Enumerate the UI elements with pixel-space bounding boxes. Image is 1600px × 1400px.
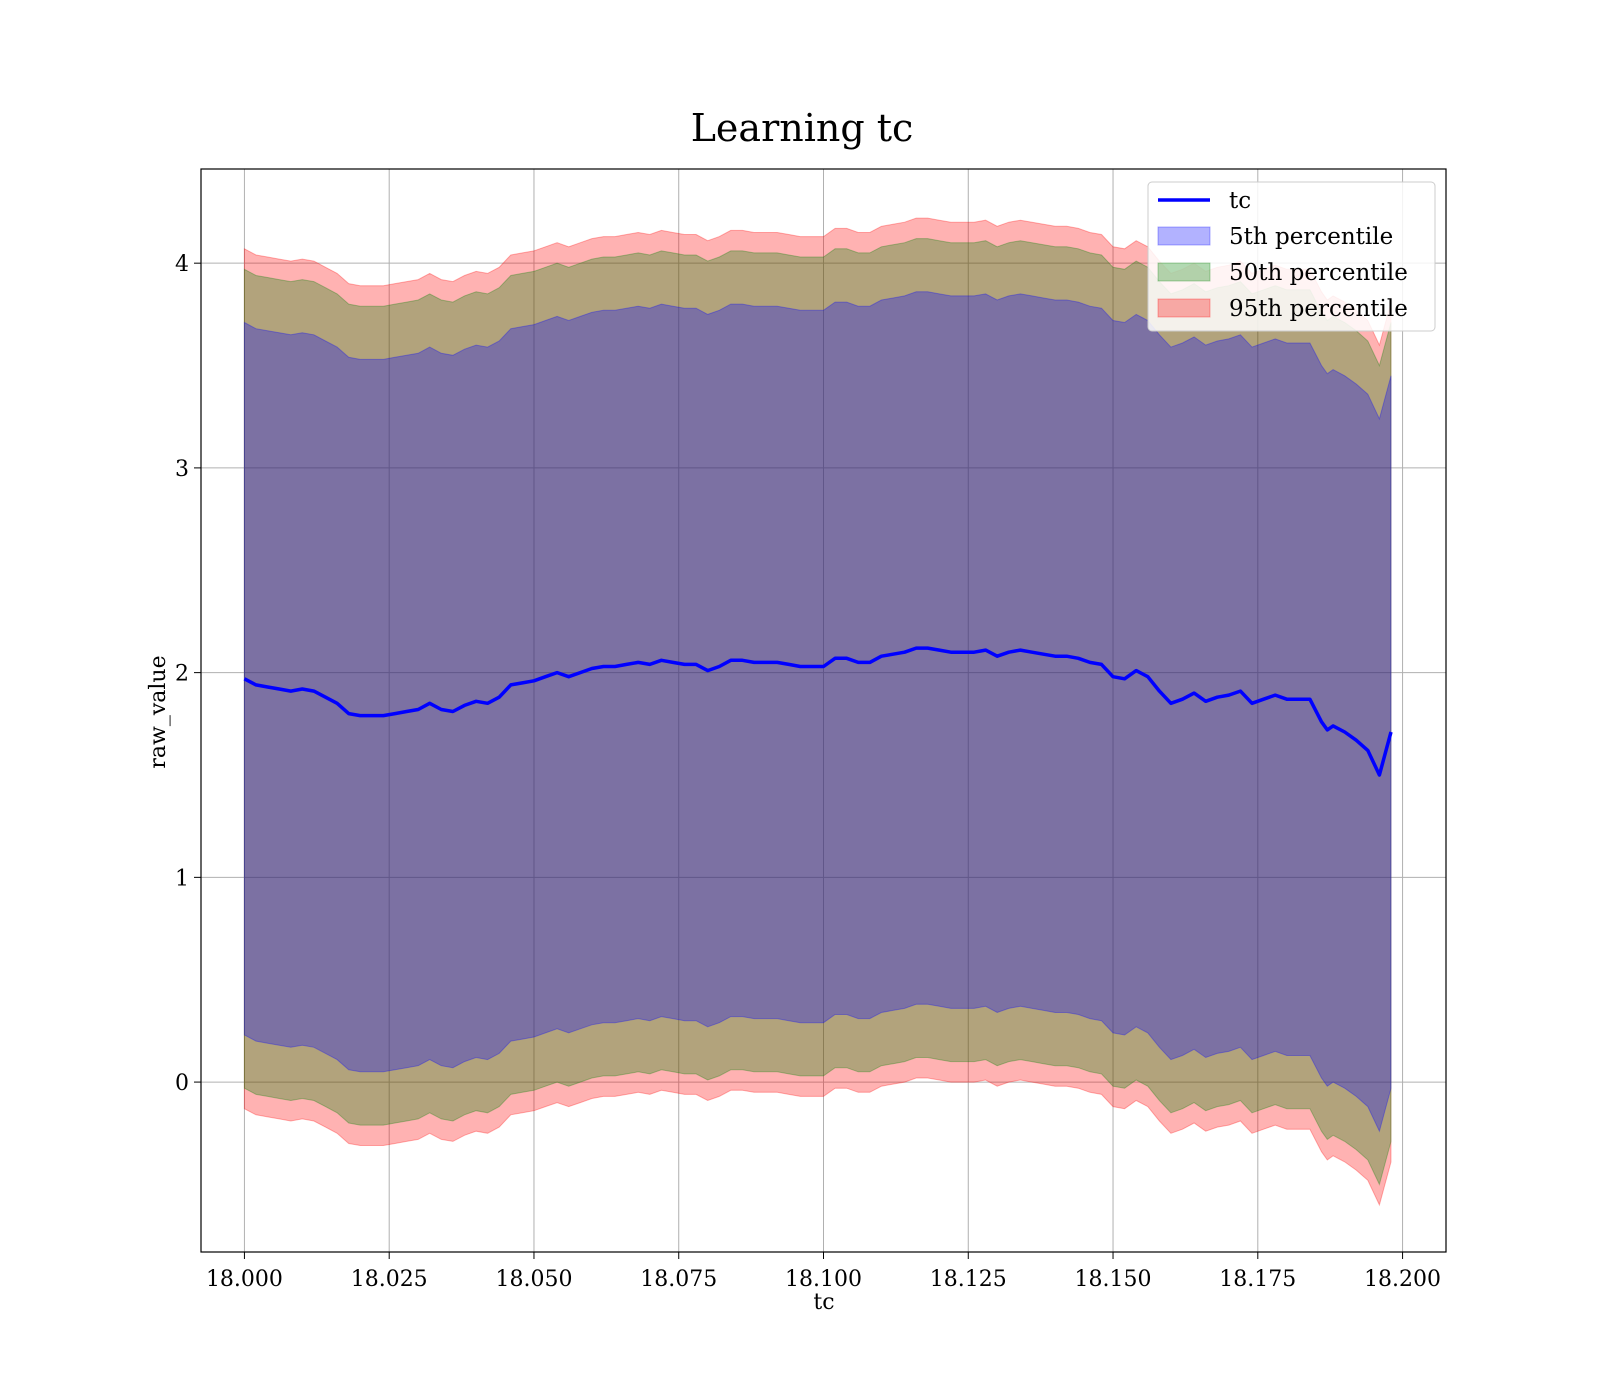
legend-swatch-95th <box>1157 298 1211 318</box>
legend: tc 5th percentile 50th percentile 95th p… <box>1147 181 1436 332</box>
legend-box <box>1147 181 1436 332</box>
legend-label-5th: 5th percentile <box>1229 224 1393 250</box>
legend-swatch-5th <box>1157 226 1211 246</box>
band-50th-percentile <box>243 238 1392 1186</box>
x-tick-label: 18.025 <box>351 1267 428 1292</box>
y-tick-label: 1 <box>175 866 189 891</box>
x-tick-label: 18.075 <box>640 1267 717 1292</box>
y-tick-label: 3 <box>175 457 189 482</box>
y-tick-label: 4 <box>175 252 189 277</box>
grid <box>201 169 1446 1252</box>
y-tick-label: 0 <box>175 1071 189 1096</box>
x-tick-label: 18.150 <box>1075 1267 1152 1292</box>
x-tick-label: 18.000 <box>206 1267 283 1292</box>
band-5th-percentile <box>243 291 1392 1133</box>
y-tick-label: 2 <box>175 662 189 687</box>
x-tick-label: 18.200 <box>1364 1267 1441 1292</box>
chart-title: Learning tc <box>691 106 914 150</box>
x-axis-ticks: 18.000 18.025 18.050 18.075 18.100 18.125 18.1… <box>206 1252 1441 1292</box>
legend-label-50th: 50th percentile <box>1229 260 1408 286</box>
x-tick-label: 18.125 <box>930 1267 1007 1292</box>
percentile-bands <box>243 217 1392 1207</box>
legend-swatch-50th <box>1157 262 1211 282</box>
band-95th-percentile <box>243 217 1392 1207</box>
x-tick-label: 18.100 <box>785 1267 862 1292</box>
y-axis-label: raw_value <box>146 655 171 768</box>
x-tick-label: 18.050 <box>495 1267 572 1292</box>
x-tick-label: 18.175 <box>1219 1267 1296 1292</box>
x-axis-label: tc <box>813 1290 834 1315</box>
y-axis-ticks: 0 1 2 3 4 <box>175 252 201 1096</box>
series-line-tc <box>243 646 1393 777</box>
legend-label-95th: 95th percentile <box>1229 296 1408 322</box>
legend-label-tc: tc <box>1229 188 1251 214</box>
